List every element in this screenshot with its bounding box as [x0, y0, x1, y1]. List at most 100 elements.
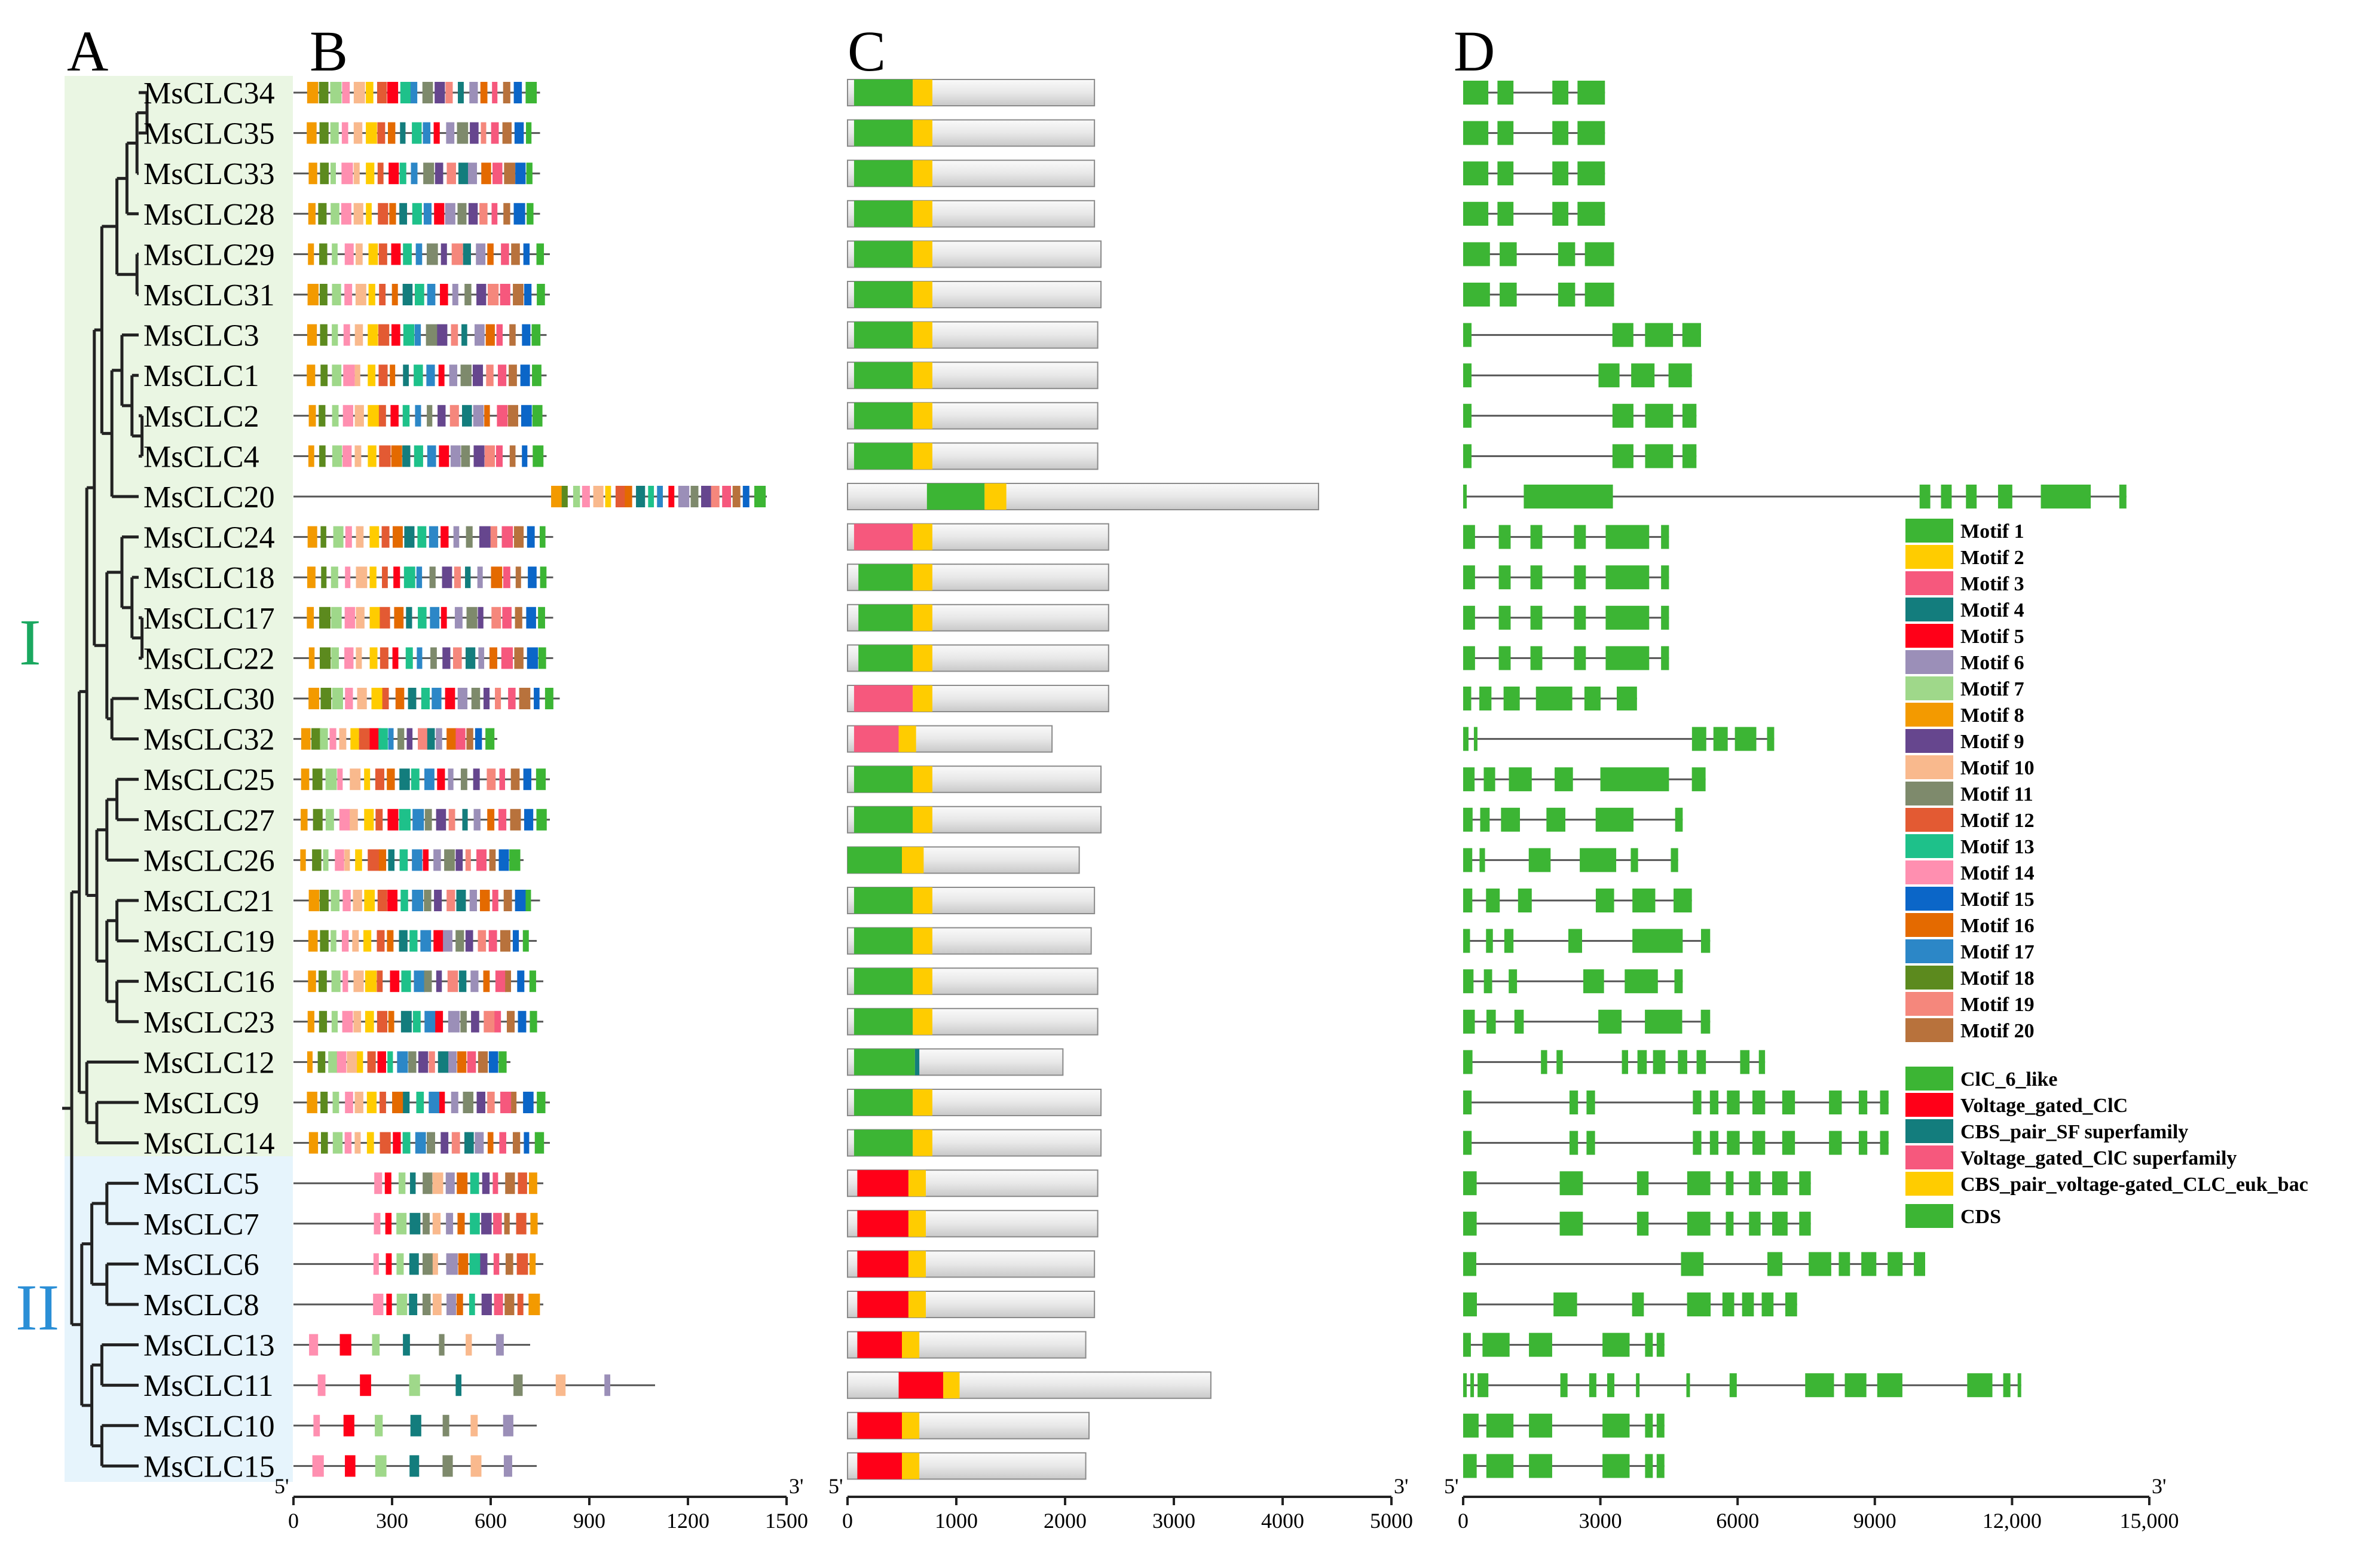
motif-box	[387, 82, 399, 103]
motif-box	[487, 243, 494, 265]
motif-box	[510, 768, 520, 791]
motif-box	[312, 1455, 324, 1477]
motif-box	[398, 1172, 406, 1194]
gene-name: MsCLC16	[143, 965, 275, 999]
motif-box	[457, 1172, 468, 1194]
exon-box	[1463, 1292, 1477, 1316]
motif-box	[399, 203, 408, 225]
motif-box	[378, 849, 387, 871]
motif-box	[510, 808, 521, 831]
exon-box	[1503, 687, 1520, 710]
gene-name: MsCLC3	[143, 319, 259, 353]
exon-box	[1749, 1211, 1761, 1236]
axis-tick-label: 12,000	[1983, 1509, 2042, 1533]
motif-box	[498, 849, 509, 871]
motif-box	[344, 1132, 352, 1154]
motif-box	[538, 647, 546, 669]
legend-swatch	[1905, 1018, 1953, 1042]
exon-box	[1498, 525, 1511, 549]
exon-box	[1463, 1050, 1473, 1074]
domain-box	[943, 1372, 960, 1399]
motif-box	[480, 82, 488, 103]
exon-box	[1799, 1171, 1811, 1196]
axis-end-label: 3'	[789, 1474, 804, 1498]
motif-box	[354, 445, 362, 467]
motif-box	[451, 243, 463, 265]
motif-box	[448, 768, 454, 791]
legend-label: CDS	[1960, 1206, 2001, 1228]
motif-box	[353, 122, 363, 144]
motif-box	[300, 849, 306, 871]
motif-box	[573, 486, 580, 507]
motif-box	[443, 930, 452, 952]
gene-name: MsCLC5	[143, 1167, 259, 1201]
motif-box	[366, 122, 377, 144]
motif-box	[319, 405, 326, 427]
gene-name: MsCLC30	[143, 682, 275, 716]
domain-box	[854, 362, 913, 389]
motif-box	[440, 243, 447, 265]
motif-box	[307, 1051, 313, 1073]
motif-box	[409, 1294, 418, 1315]
axis-tick-label: 900	[573, 1509, 605, 1533]
gene-name: MsCLC33	[143, 157, 275, 191]
exon-box	[1558, 242, 1576, 267]
motif-box	[457, 1051, 467, 1073]
motif-box	[308, 163, 317, 185]
motif-box	[479, 526, 491, 548]
exon-box	[1661, 565, 1669, 590]
legend-swatch	[1905, 755, 1953, 779]
motif-box	[332, 445, 342, 467]
exon-box	[1888, 1252, 1903, 1276]
motif-box	[399, 849, 408, 871]
motif-box	[504, 1294, 515, 1315]
motif-box	[332, 284, 341, 305]
motif-box	[399, 768, 410, 791]
gene-name: MsCLC15	[143, 1450, 275, 1484]
motif-box	[625, 486, 632, 507]
motif-box	[479, 890, 490, 911]
motif-box	[451, 1092, 458, 1113]
motif-box	[503, 1455, 512, 1477]
motif-box	[344, 849, 350, 871]
motif-box	[481, 1294, 492, 1315]
motif-box	[475, 324, 485, 346]
motif-box	[342, 890, 351, 911]
motif-box	[423, 1172, 433, 1194]
motif-box	[307, 607, 314, 629]
motif-box	[501, 647, 513, 669]
motif-box	[429, 566, 436, 589]
motif-box	[555, 1374, 566, 1396]
exon-box	[1463, 121, 1489, 145]
motif-box	[313, 1414, 320, 1436]
motif-box	[436, 808, 446, 831]
exon-box	[1574, 646, 1586, 670]
exon-box	[1463, 1211, 1477, 1236]
exon-box	[1636, 1211, 1649, 1236]
motif-box	[440, 284, 448, 305]
gene-name: MsCLC29	[143, 238, 275, 272]
motif-box	[455, 930, 464, 952]
motif-box	[473, 808, 481, 831]
exon-box	[1632, 929, 1683, 953]
exon-box	[1530, 565, 1543, 590]
exon-box	[1552, 81, 1569, 105]
exon-box	[2017, 1373, 2021, 1398]
legend-swatch	[1905, 939, 1953, 963]
motif-box	[307, 324, 317, 346]
domain-box	[857, 1331, 902, 1358]
motif-box	[491, 122, 499, 144]
motif-box	[422, 82, 433, 103]
exon-box	[1880, 1091, 1889, 1114]
motif-box	[323, 849, 329, 871]
motif-box	[381, 526, 390, 548]
gene-name: MsCLC34	[143, 76, 275, 111]
motif-box	[394, 607, 404, 629]
exon-box	[1574, 605, 1586, 630]
legend-label: Motif 1	[1960, 520, 2024, 543]
exon-box	[1645, 1413, 1653, 1438]
motif-box	[353, 890, 362, 911]
motif-box	[426, 364, 435, 387]
exon-box	[1967, 1373, 1993, 1398]
motif-box	[330, 163, 336, 185]
